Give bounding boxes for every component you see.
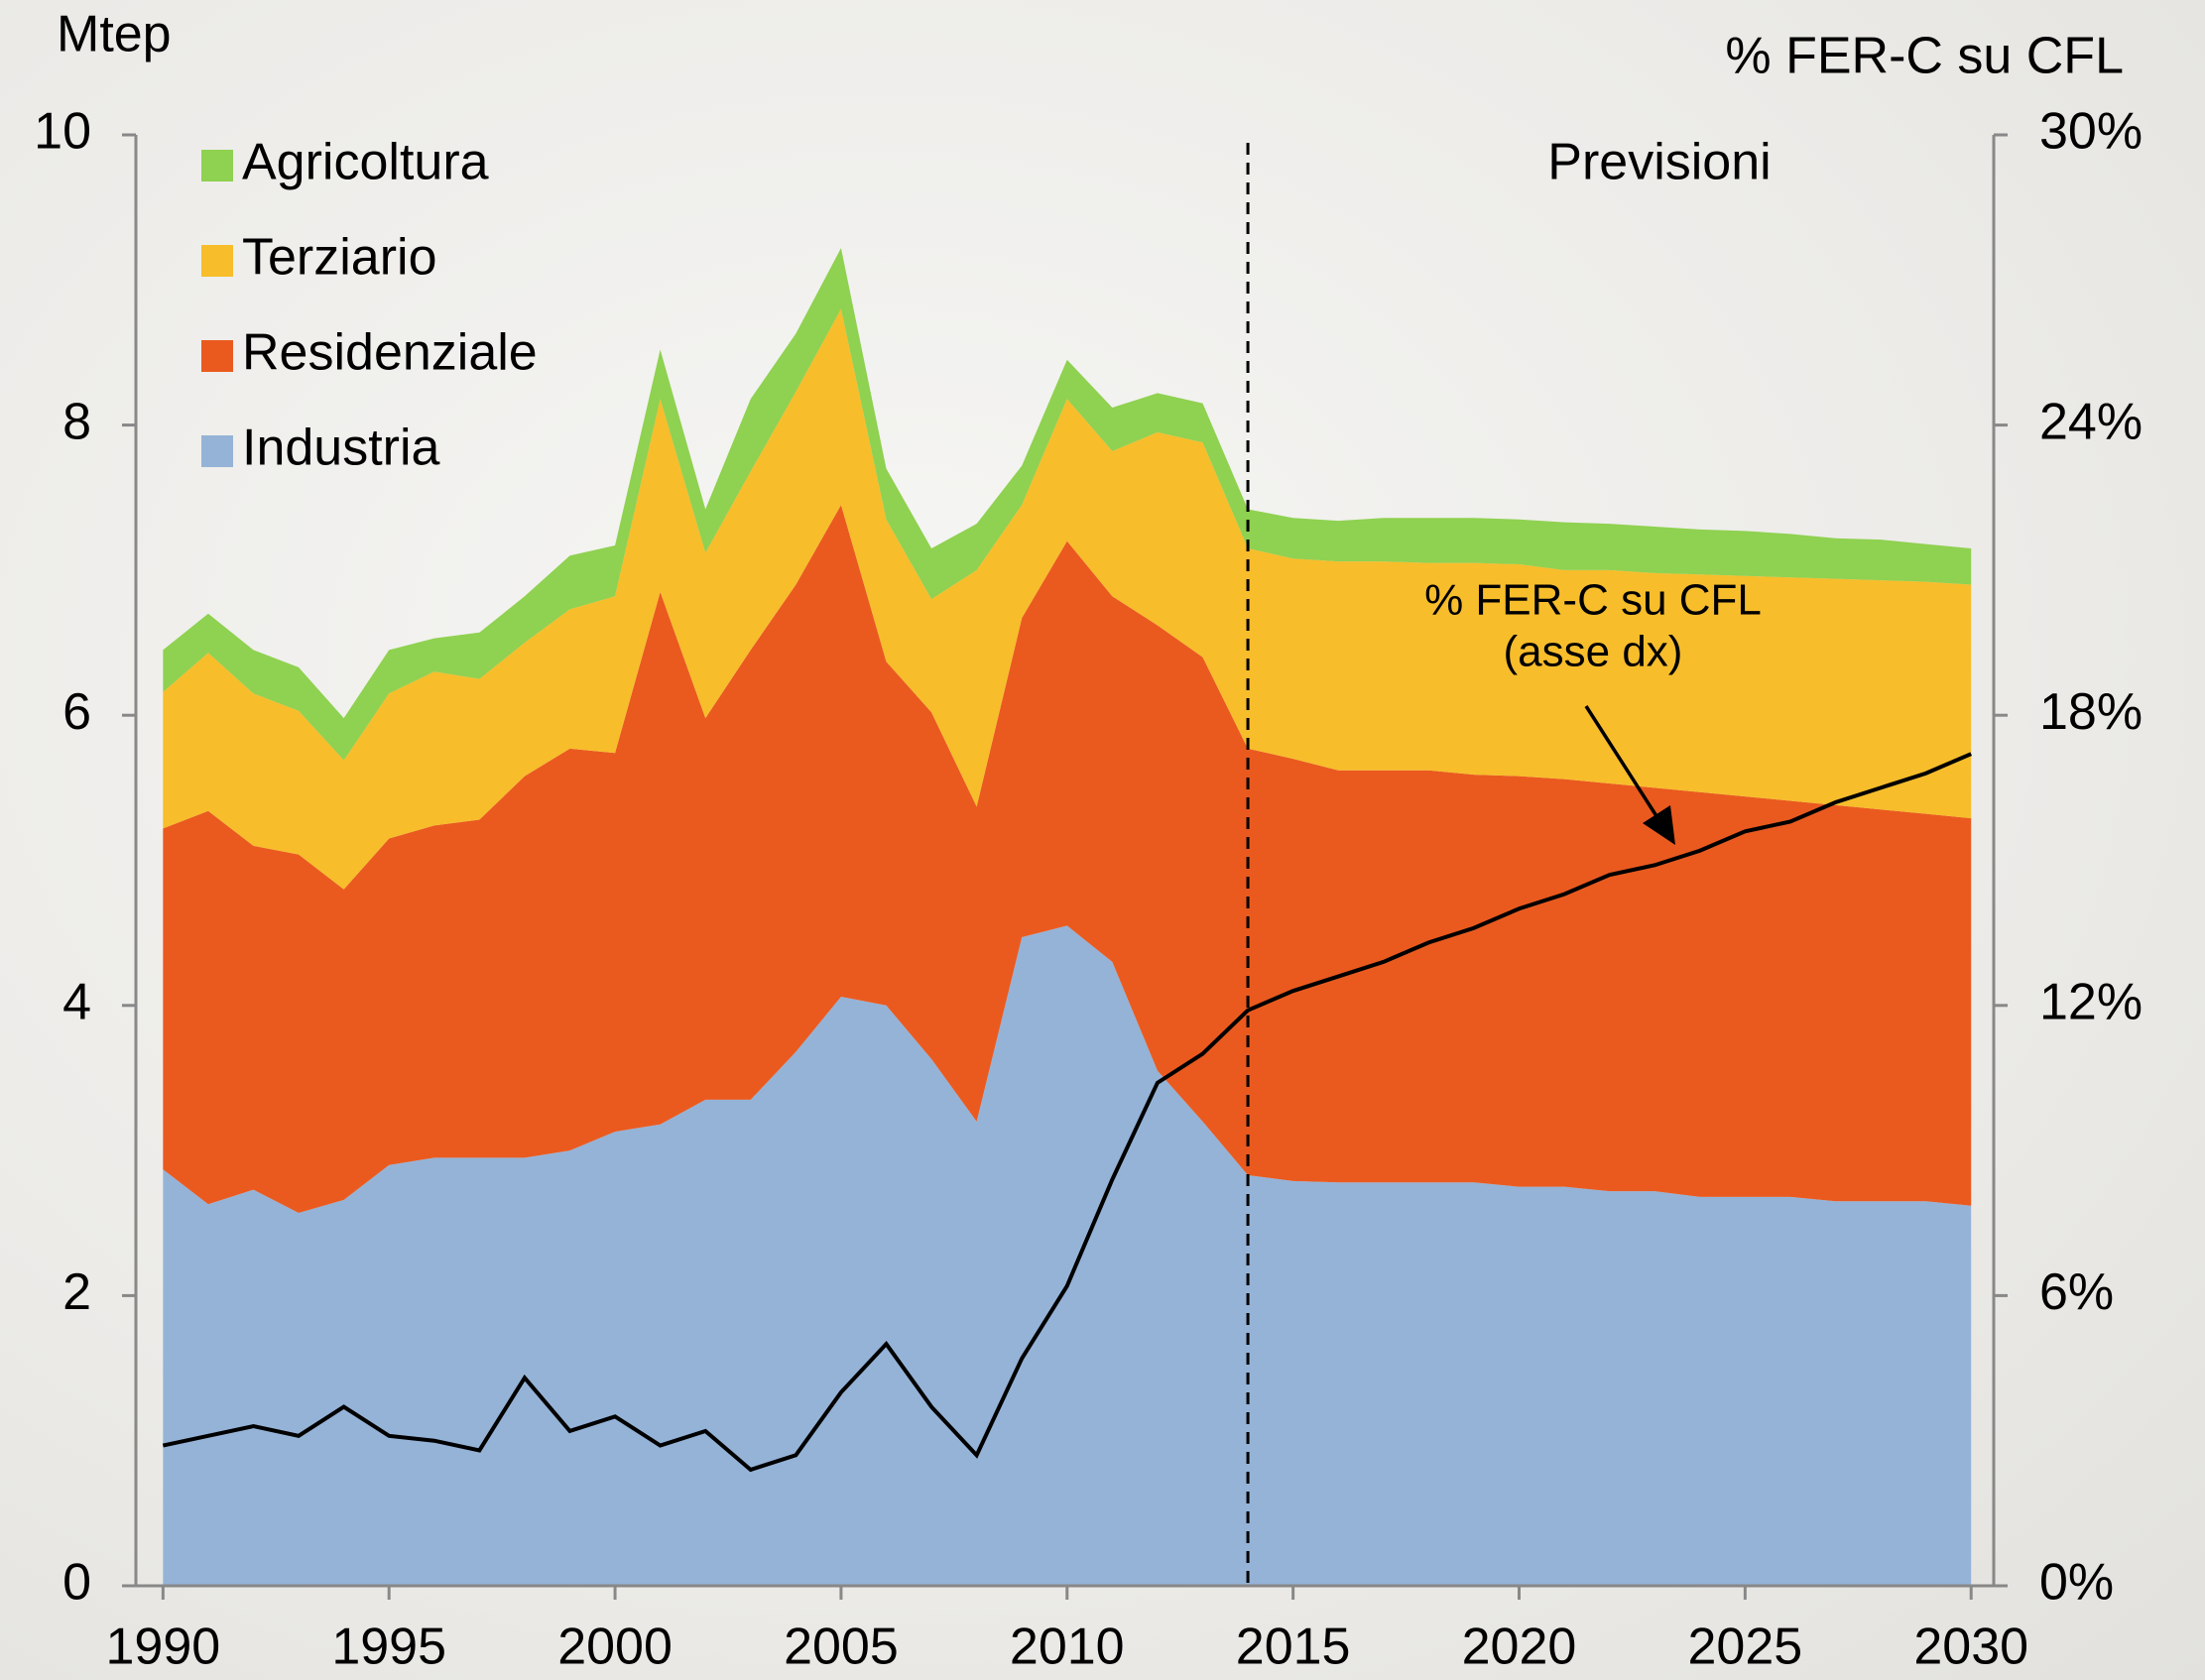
annotation: (asse dx) — [1504, 628, 1683, 676]
y2-tick-label: 0% — [2039, 1554, 2114, 1612]
y-tick-label: 4 — [62, 974, 91, 1031]
y-axis-label: Mtep — [57, 6, 172, 63]
x-tick-label: 2005 — [784, 1619, 899, 1676]
area — [163, 505, 1972, 1214]
y2-tick-label: 12% — [2039, 974, 2143, 1031]
x-tick-label: 1990 — [105, 1619, 220, 1676]
legend-label: Residenziale — [242, 324, 538, 382]
annotation: Previsioni — [1547, 134, 1771, 191]
y2-tick-label: 6% — [2039, 1263, 2114, 1321]
x-tick-label: 1995 — [331, 1619, 446, 1676]
y-tick-label: 0 — [62, 1554, 91, 1612]
y2-axis-label: % FER-C su CFL — [1725, 28, 2124, 85]
y-tick-label: 10 — [34, 103, 91, 161]
legend-label: Industria — [242, 420, 440, 477]
area — [163, 925, 1972, 1586]
legend-swatch — [201, 340, 233, 372]
x-tick-label: 2010 — [1010, 1619, 1125, 1676]
y2-tick-label: 24% — [2039, 393, 2143, 450]
area — [163, 308, 1972, 890]
x-tick-label: 2020 — [1462, 1619, 1577, 1676]
legend-label: Agricoltura — [242, 134, 489, 191]
y-tick-label: 2 — [62, 1263, 91, 1321]
x-tick-label: 2000 — [557, 1619, 673, 1676]
legend-swatch — [201, 435, 233, 467]
x-tick-label: 2030 — [1913, 1619, 2028, 1676]
y-tick-label: 8 — [62, 393, 91, 450]
legend-label: Terziario — [242, 229, 437, 287]
annotation: % FER-C su CFL — [1424, 576, 1762, 625]
line — [162, 752, 1972, 1473]
y2-tick-label: 18% — [2039, 683, 2143, 741]
y2-tick-label: 30% — [2039, 103, 2143, 161]
legend-swatch — [201, 245, 233, 277]
x-tick-label: 2015 — [1236, 1619, 1351, 1676]
arrow-head — [1643, 805, 1675, 845]
legend-swatch — [201, 150, 233, 181]
x-tick-label: 2025 — [1688, 1619, 1803, 1676]
y-tick-label: 6 — [62, 683, 91, 741]
arrow-shaft — [1584, 705, 1660, 820]
